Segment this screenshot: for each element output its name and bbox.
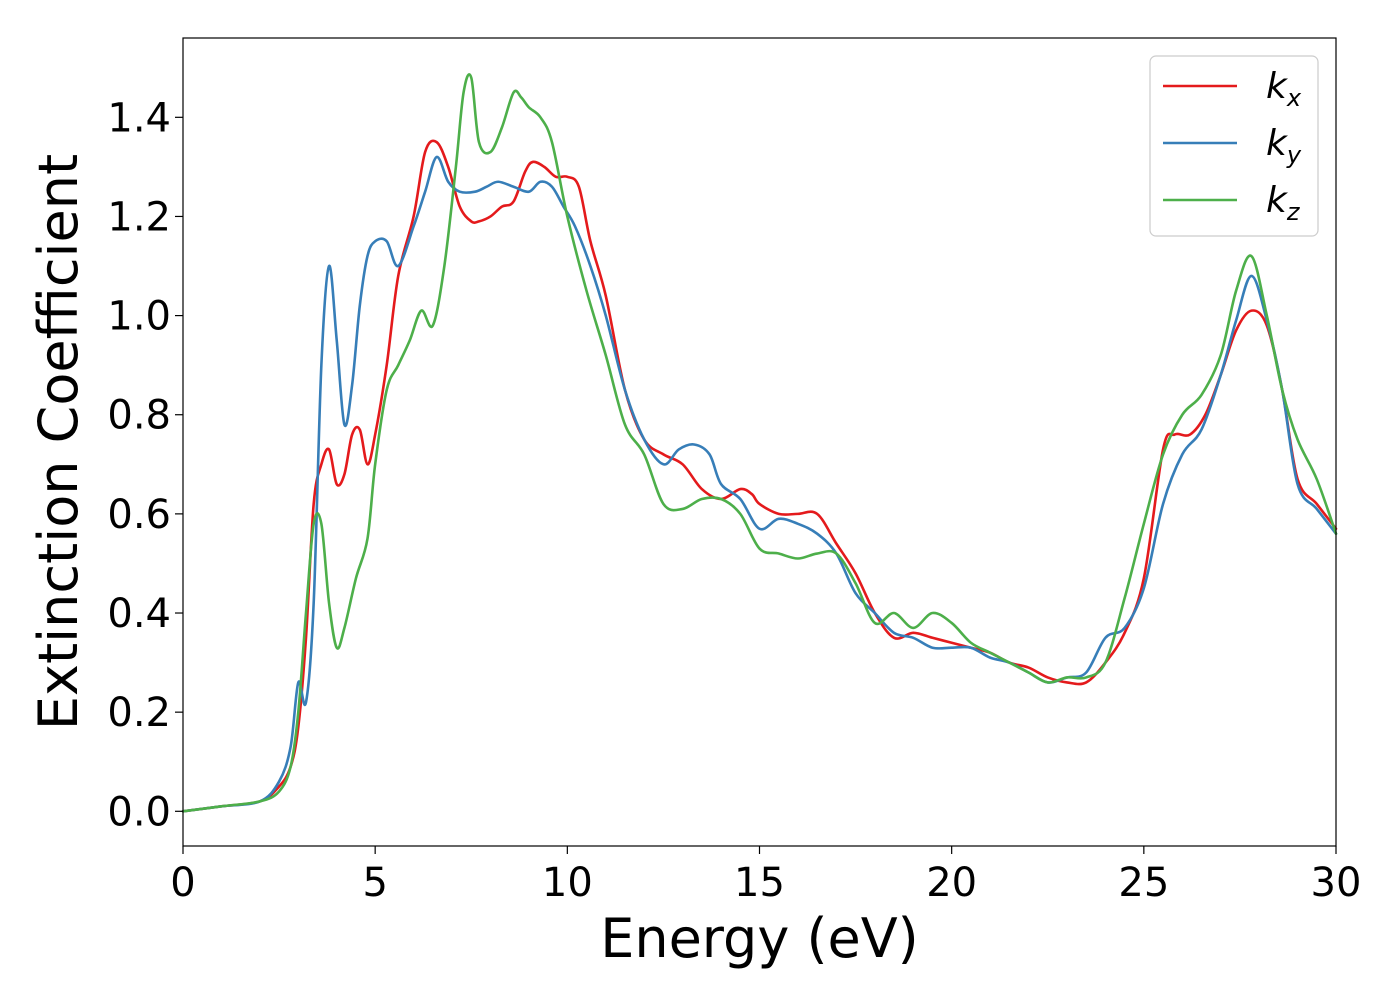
y-tick-label: 0.6 [107,492,171,538]
x-axis: 0 5 10 15 20 25 30 [170,846,1361,906]
x-tick-label: 5 [362,860,387,906]
y-tick-label: 1.2 [107,194,171,240]
y-tick-label: 1.0 [107,294,171,340]
y-axis-label: Extinction Coefficient [27,154,90,730]
x-axis-label: Energy (eV) [600,907,919,970]
plot-background [183,38,1336,846]
y-tick-label: 0.4 [107,591,171,637]
series-line-z [181,73,1338,813]
y-axis: 0.0 0.2 0.4 0.6 0.8 1.0 1.2 1.4 [107,95,183,835]
x-tick-label: 0 [170,860,195,906]
x-tick-label: 10 [542,860,593,906]
y-tick-label: 1.4 [107,95,171,141]
x-tick-label: 25 [1118,860,1169,906]
series-line-y [181,155,1338,813]
y-tick-label: 0.0 [107,789,171,835]
legend-label-y: ky [1266,123,1302,169]
legend-box [1149,55,1319,237]
x-tick-label: 30 [1311,860,1362,906]
x-tick-label: 15 [734,860,785,906]
y-tick-label: 0.8 [107,393,171,439]
y-tick-label: 0.2 [107,690,171,736]
series-layer [181,73,1338,813]
x-tick-label: 20 [926,860,977,906]
series-line-x [181,139,1338,813]
